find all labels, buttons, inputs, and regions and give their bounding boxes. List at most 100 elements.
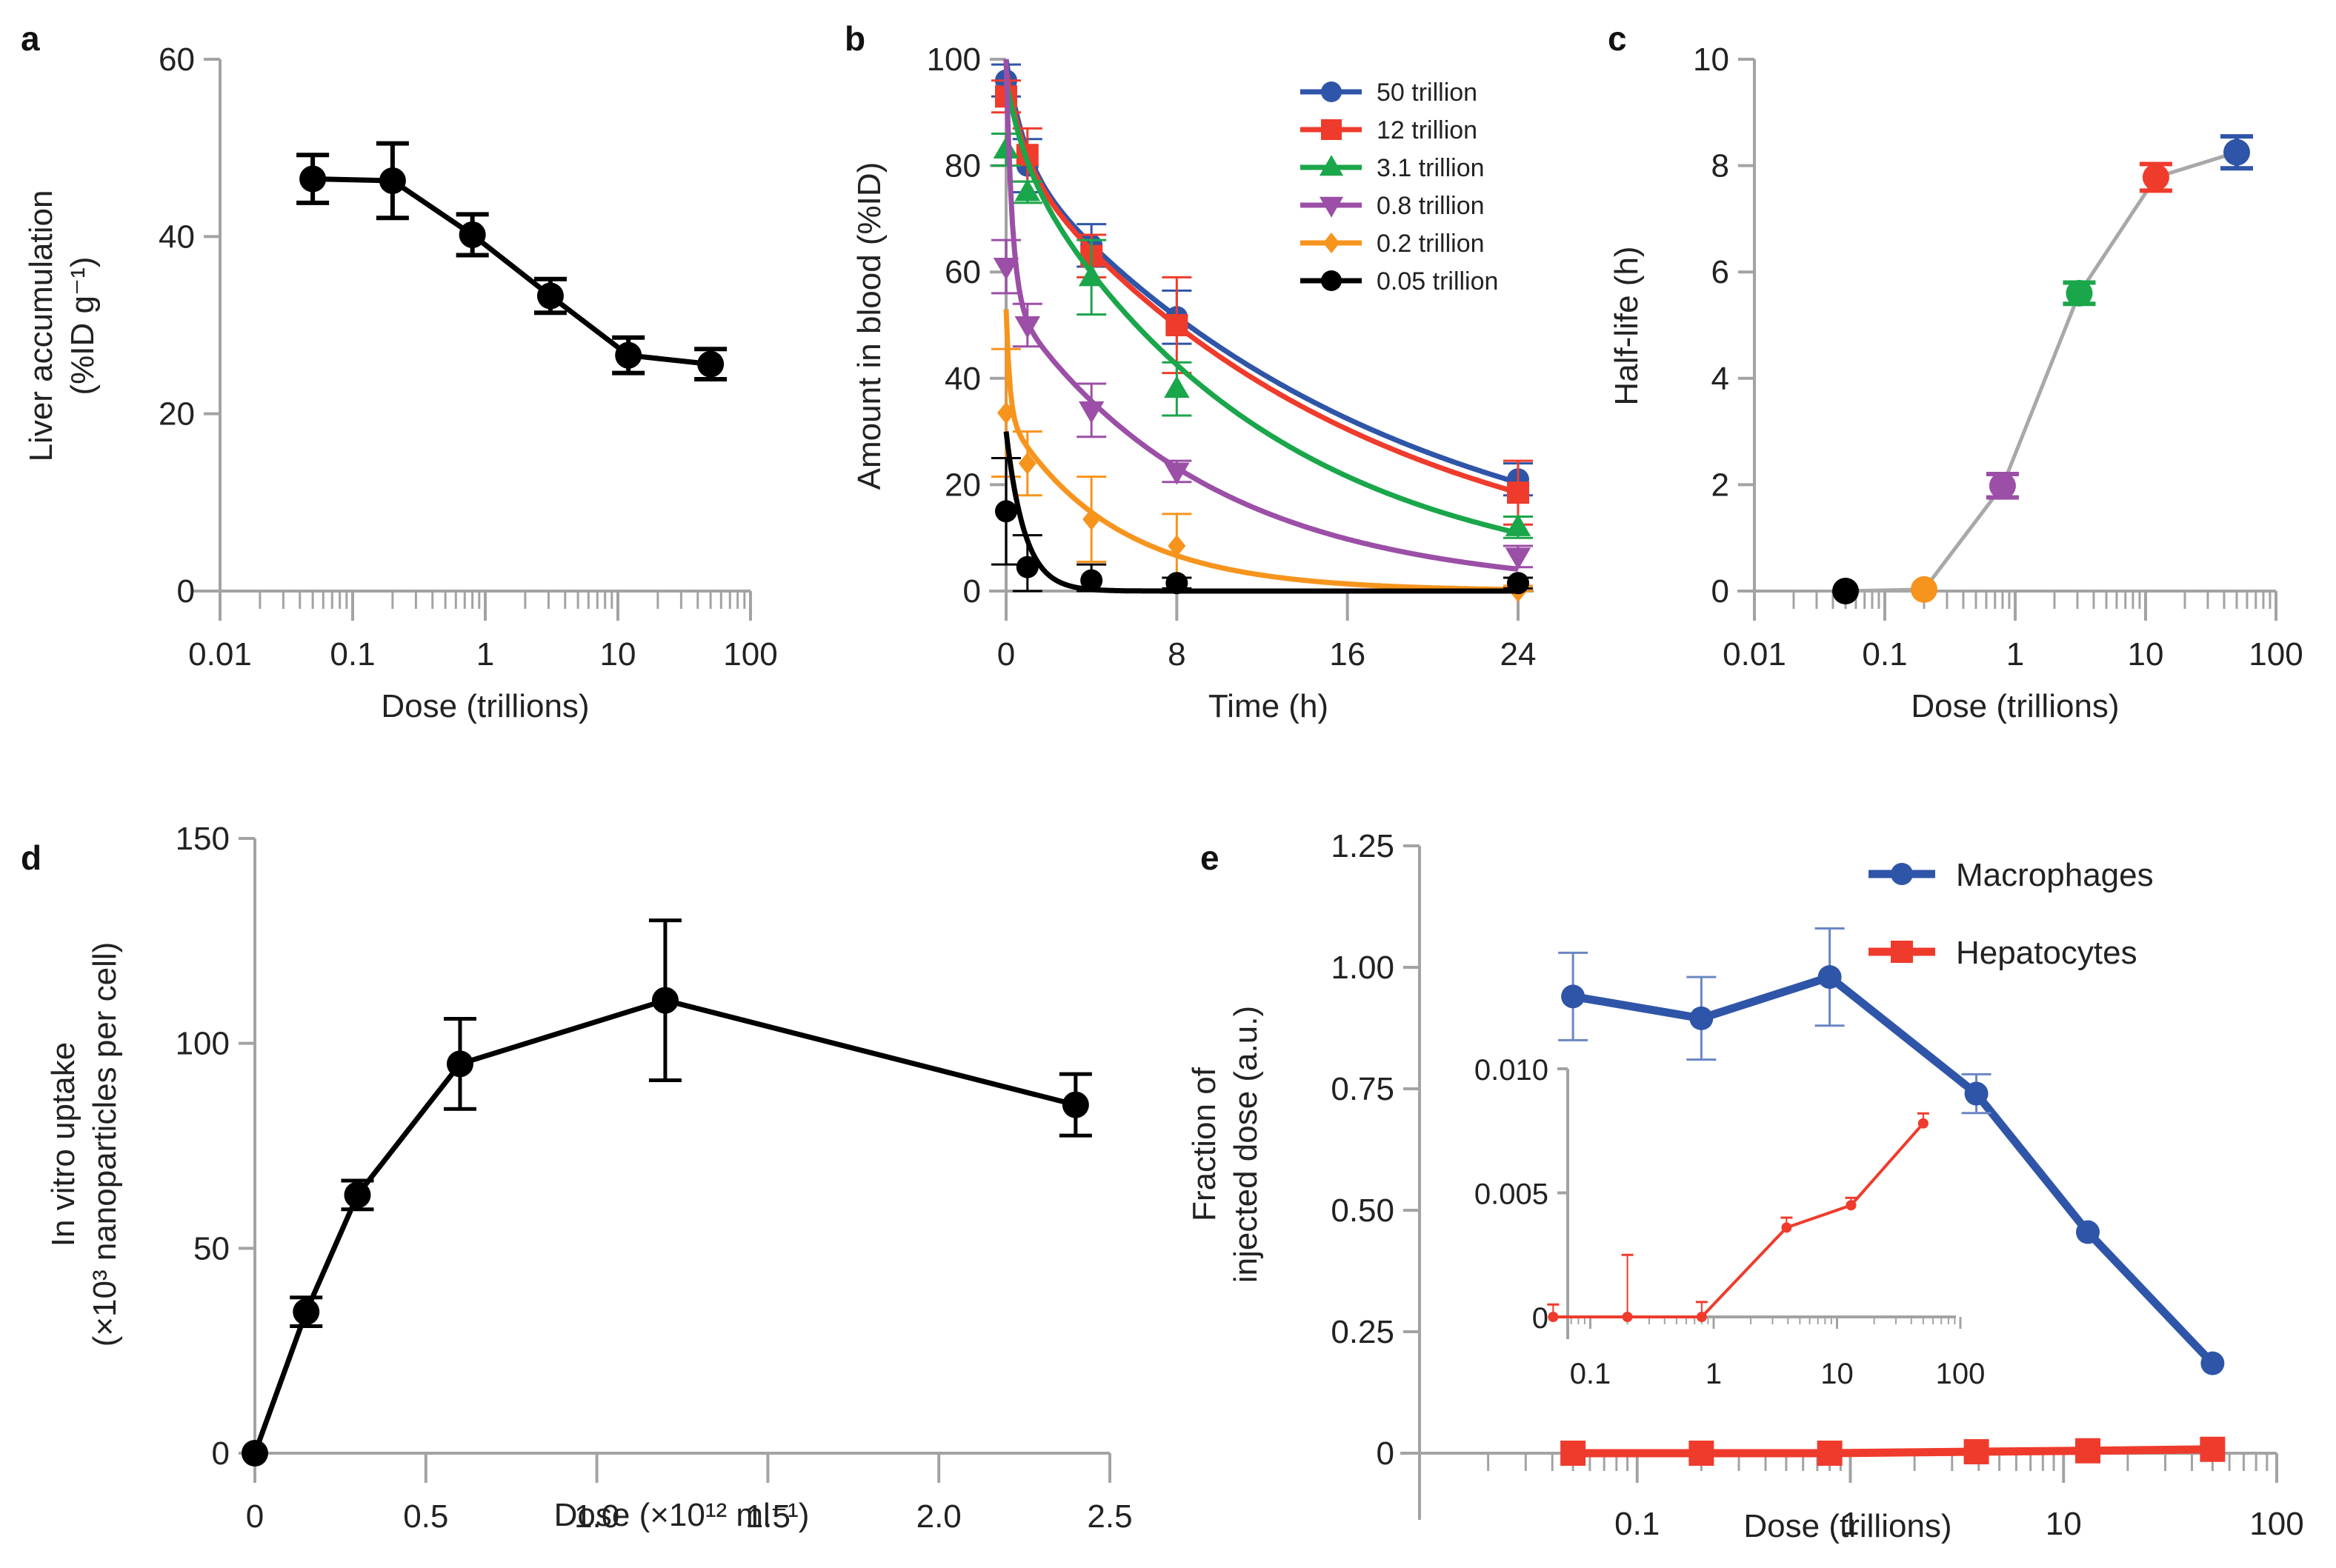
y-tick-label: 0 (1377, 1435, 1394, 1472)
y-tick-label: 100 (176, 1026, 230, 1062)
x-tick-label: 0.01 (1723, 636, 1786, 673)
inset-data-point (1917, 1118, 1929, 1129)
inset-y-tick-label: 0 (1532, 1302, 1548, 1335)
x-tick-label: 0.1 (330, 636, 375, 673)
data-point (993, 136, 1019, 159)
y-axis-title-c: Half-life (h) (1608, 246, 1645, 405)
inset-data-point (1696, 1312, 1707, 1322)
data-point (1505, 513, 1531, 536)
data-point (1910, 576, 1937, 603)
series-macrophages (1558, 927, 2225, 1375)
inset-data-point (1548, 1312, 1559, 1322)
data-point (1080, 569, 1103, 592)
x-tick-label: 100 (723, 636, 777, 673)
inset-series-line (1553, 1122, 1925, 1318)
y-tick-label: 0 (212, 1435, 230, 1472)
data-point (1078, 264, 1105, 287)
data-point (993, 258, 1019, 281)
axes-c: 0 2 4 6 8 10 0.01 0.1 1 10 100 (1693, 41, 2303, 673)
legend-marker (1321, 119, 1342, 140)
inset-x-tick-label: 10 (1820, 1358, 1854, 1390)
data-point (1164, 376, 1190, 398)
y-tick-label: 60 (159, 41, 195, 78)
series-3.1-trillion (991, 80, 1533, 539)
data-point (1018, 452, 1036, 475)
axes-d: 0 50 100 150 0 0.5 1.0 1.5 2.0 2.5 (176, 821, 1133, 1535)
data-point (344, 1181, 371, 1209)
x-tick-label: 100 (2249, 1506, 2303, 1542)
y-tick-label: 6 (1711, 254, 1729, 290)
legend-marker (1321, 270, 1342, 291)
x-axis-title-e: Dose (trillions) (1743, 1508, 1951, 1544)
x-tick-label: 8 (1168, 636, 1185, 673)
y-tick-label: 40 (945, 361, 981, 397)
data-point (615, 341, 642, 369)
y-axis-title-e: Fraction of (1186, 1067, 1222, 1221)
x-tick-label: 1 (2006, 636, 2024, 673)
y-tick-label: 0.75 (1331, 1071, 1394, 1107)
x-tick-label: 1 (476, 636, 494, 673)
y-tick-label: 50 (193, 1230, 230, 1267)
data-point (2200, 1351, 2225, 1375)
legend-label: 50 trillion (1377, 79, 1477, 107)
data-point (1082, 508, 1101, 531)
series-line-liver (313, 176, 711, 367)
legend-item: Macrophages (1869, 857, 2154, 893)
fit-curve (1003, 309, 1519, 593)
y-tick-label: 1.00 (1331, 950, 1394, 986)
y-axis-subtitle-d: (×10³ nanoparticles per cell) (87, 942, 123, 1347)
x-tick-label: 1 (1841, 1506, 1859, 1542)
inset-y-tick-label: 0.005 (1474, 1178, 1548, 1211)
x-tick-label: 10 (2046, 1506, 2082, 1542)
y-tick-label: 100 (927, 41, 981, 78)
y-tick-label: 80 (945, 148, 981, 184)
legend-item: 0.2 trillion (1300, 230, 1485, 258)
legend-item: 3.1 trillion (1300, 154, 1485, 182)
data-point (1507, 481, 1529, 504)
legend-e: Macrophages Hepatocytes (1869, 857, 2154, 971)
data-point (1689, 1006, 1714, 1030)
legend-marker (1322, 233, 1340, 253)
series-0.8-trillion (991, 59, 1533, 572)
data-point (1505, 547, 1531, 570)
x-axis-title-c: Dose (trillions) (1911, 688, 2119, 724)
x-tick-label: 0 (997, 636, 1015, 673)
y-tick-label: 0 (963, 573, 981, 610)
x-tick-label: 0.5 (403, 1498, 448, 1535)
data-point (459, 221, 486, 248)
data-point (1963, 1439, 1989, 1465)
x-tick-label: 10 (2128, 636, 2164, 673)
x-tick-label: 0 (246, 1498, 264, 1535)
data-point (2075, 1438, 2101, 1464)
inset-hepatocytes: 0 0.005 0.010 0.1 1 10 100 (1474, 1054, 1985, 1390)
data-point (1964, 1081, 1989, 1106)
data-point (1817, 1441, 1843, 1466)
y-axis-subtitle-a: (%ID g⁻¹) (64, 257, 101, 396)
panel-label-d: d (21, 838, 41, 877)
panel-label-e: e (1200, 838, 1219, 877)
legend-item: Hepatocytes (1869, 935, 2137, 971)
y-tick-label: 0 (1711, 573, 1729, 610)
y-tick-label: 10 (1693, 41, 1729, 78)
x-tick-label: 1.0 (574, 1498, 619, 1535)
series-0.05-trillion (991, 431, 1533, 595)
series-hepatocytes (1560, 1436, 2226, 1466)
data-point (242, 1440, 268, 1467)
series-line-uptake (252, 997, 1077, 1455)
data-point (1168, 534, 1186, 557)
data-point (1016, 556, 1039, 578)
inset-x-tick-label: 0.1 (1570, 1358, 1611, 1390)
x-tick-label: 24 (1500, 636, 1537, 673)
data-point (2076, 1220, 2100, 1244)
y-axis-title-d: In vitro uptake (45, 1042, 81, 1247)
inset-data-point (1846, 1200, 1857, 1211)
legend-item: 0.8 trillion (1300, 192, 1485, 220)
data-point (2200, 1436, 2226, 1462)
y-axis-title-a: Liver accumulation (23, 190, 59, 462)
x-tick-label: 2.5 (1087, 1498, 1132, 1535)
legend-label: 0.2 trillion (1377, 230, 1485, 258)
x-tick-label: 2.0 (916, 1498, 962, 1535)
x-tick-label: 0.1 (1862, 636, 1907, 673)
legend-marker (1319, 155, 1344, 176)
